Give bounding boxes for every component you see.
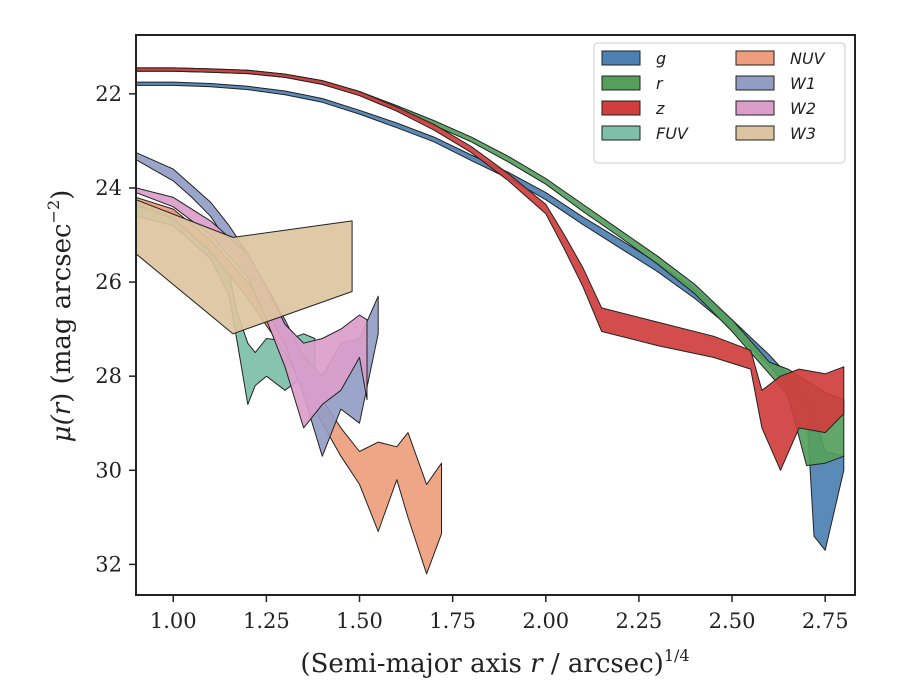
legend-swatch-r [601, 75, 641, 91]
legend-label-z: z [655, 99, 665, 118]
y-tick-label: 28 [95, 364, 122, 388]
x-tick-label: 1.00 [150, 609, 197, 633]
legend-swatch-g [601, 50, 641, 66]
profile-bands [136, 67, 845, 575]
y-tick-label: 26 [95, 270, 122, 294]
x-axis-label: (Semi-major axis r / arcsec)1/4 [300, 646, 689, 679]
legend-label-fuv: FUV [656, 124, 689, 143]
plot-frame [135, 34, 856, 596]
y-tick-label: 22 [95, 82, 122, 106]
legend-label-w2: W2 [790, 99, 816, 118]
y-tick-label: 24 [95, 176, 122, 200]
y-tick-label: 32 [95, 552, 122, 576]
legend-swatch-z [601, 100, 641, 116]
legend-box [593, 42, 846, 164]
x-tick-label: 1.50 [336, 609, 383, 633]
legend-swatch-nuv [735, 50, 775, 66]
legend-label-w3: W3 [790, 124, 816, 143]
y-tick-label: 30 [95, 458, 122, 482]
x-axis-ticks: 1.00 1.25 1.50 1.75 2.00 2.25 2.50 2.75 [150, 595, 849, 633]
x-tick-label: 1.75 [429, 609, 476, 633]
legend-label-w1: W1 [790, 74, 816, 93]
y-axis-label: μ(r) (mag arcsec−2) [44, 190, 77, 443]
legend-label-g: g [656, 49, 666, 68]
legend-label-r: r [656, 74, 664, 93]
legend-entries: grz FUV NUV W1 W2 W3 [601, 49, 826, 143]
legend: grz FUV NUV W1 W2 W3 [593, 42, 846, 164]
legend-swatch-w1 [735, 75, 775, 91]
x-tick-label: 2.75 [802, 609, 849, 633]
legend-swatch-w3 [735, 125, 775, 141]
legend-swatch-w2 [735, 100, 775, 116]
legend-swatch-fuv [601, 125, 641, 141]
x-tick-label: 2.50 [709, 609, 756, 633]
band-w3 [136, 199, 353, 335]
band-g [136, 81, 845, 551]
y-axis-ticks: 22 24 26 28 30 32 [95, 82, 136, 576]
legend-label-nuv: NUV [790, 49, 826, 68]
x-tick-label: 2.00 [522, 609, 569, 633]
x-tick-label: 1.25 [243, 609, 290, 633]
x-tick-label: 2.25 [616, 609, 663, 633]
band-z [136, 67, 845, 471]
